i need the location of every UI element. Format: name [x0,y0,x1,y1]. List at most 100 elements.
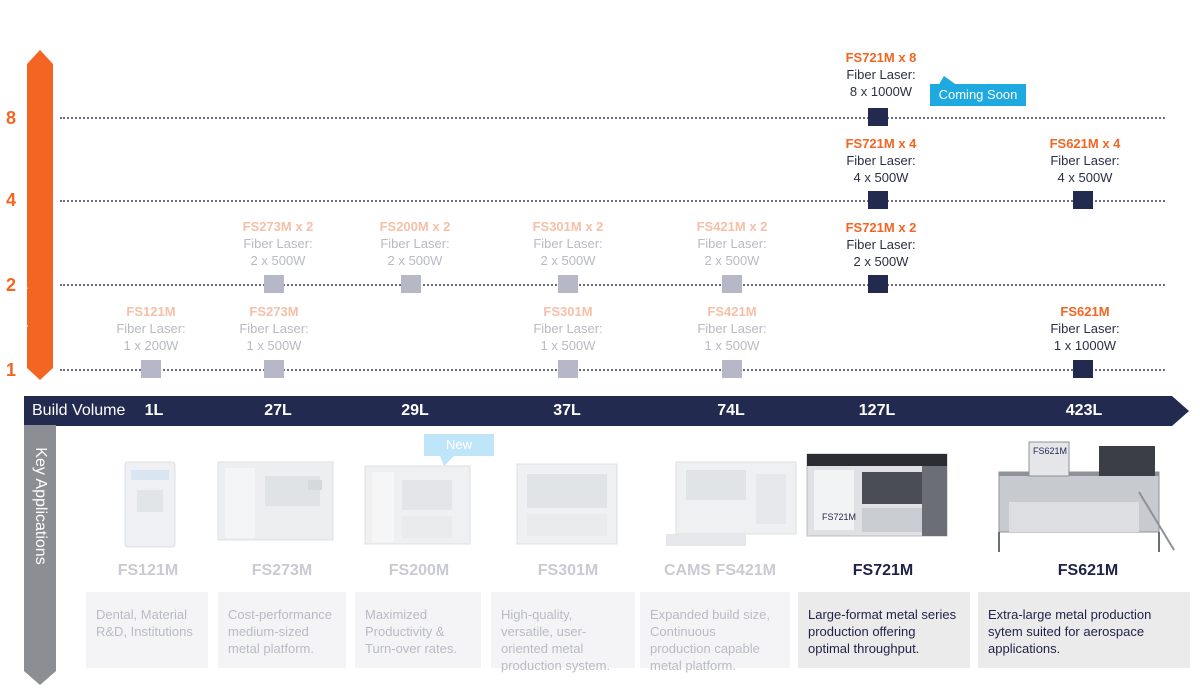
lasers-axis-arrow [27,50,53,380]
config-label: FS273M x 2 Fiber Laser: 2 x 500W [208,218,348,269]
build-volume-29l: 29L [401,402,429,419]
config-model: FS421M x 2 [696,219,768,234]
gridline-4 [60,200,1165,202]
product-name-fs621m: FS621M [1057,562,1119,579]
config-spec: Fiber Laser: [697,236,767,251]
config-model: FS121M [126,304,176,319]
config-spec: Fiber Laser: [533,321,603,336]
config-spec: 1 x 500W [540,338,596,353]
build-volume-title: Build Volume [32,402,126,419]
build-volume-37l: 37L [553,402,581,419]
product-name-cams-fs421m: CAMS FS421M [663,562,777,579]
config-label: FS301M Fiber Laser: 1 x 500W [498,303,638,354]
config-spec: Fiber Laser: [697,321,767,336]
config-spec: 2 x 500W [387,253,443,268]
config-spec: 1 x 1000W [1053,338,1117,353]
tick-2: 2 [5,275,16,295]
node-fs301m-x2 [558,275,578,293]
tick-1: 1 [5,360,16,380]
config-label: FS621M x 4 Fiber Laser: 4 x 500W [1015,135,1155,186]
product-desc-fs721m: Large-format metal series production off… [798,592,970,668]
config-model: FS301M [543,304,593,319]
key-applications-title: Key Applications [32,447,49,565]
product-name-fs301m: FS301M [537,562,599,579]
config-spec: 1 x 200W [123,338,179,353]
config-spec: Fiber Laser: [1050,321,1120,336]
config-spec: 2 x 500W [704,253,760,268]
config-label: FS721M x 8 Fiber Laser: 8 x 1000W [811,49,951,100]
fs621m-machine-image: FS621M [998,441,1175,552]
config-spec: 4 x 500W [1057,170,1113,185]
config-spec: Fiber Laser: [243,236,313,251]
product-name-fs121m: FS121M [117,562,179,579]
config-spec: 2 x 500W [250,253,306,268]
tick-8: 8 [5,108,16,128]
node-fs273m-x2 [264,275,284,293]
build-volume-423l: 423L [1065,402,1103,419]
gridline-8 [60,117,1165,119]
fs121m-machine-image [124,461,176,548]
node-fs301m [558,360,578,378]
config-label: FS421M Fiber Laser: 1 x 500W [662,303,802,354]
coming-soon-badge: Coming Soon [930,84,1026,106]
node-fs621m [1073,360,1093,378]
config-spec: Fiber Laser: [380,236,450,251]
product-name-fs200m: FS200M [388,562,450,579]
config-spec: 4 x 500W [853,170,909,185]
config-model: FS200M x 2 [379,219,451,234]
config-spec: 1 x 500W [704,338,760,353]
node-fs621m-x4 [1073,191,1093,209]
config-label: FS721M x 4 Fiber Laser: 4 x 500W [811,135,951,186]
config-spec: Fiber Laser: [846,237,916,252]
build-volume-27l: 27L [264,402,292,419]
config-label: FS301M x 2 Fiber Laser: 2 x 500W [498,218,638,269]
config-model: FS621M x 4 [1049,136,1121,151]
product-desc-fs301m: High-quality, versatile, user-oriented m… [491,592,635,673]
config-spec: 8 x 1000W [849,84,913,99]
config-label: FS721M x 2 Fiber Laser: 2 x 500W [811,219,951,270]
config-label: FS421M x 2 Fiber Laser: 2 x 500W [662,218,802,269]
config-spec: Fiber Laser: [533,236,603,251]
build-volume-74l: 74L [717,402,745,419]
config-spec: Fiber Laser: [1050,153,1120,168]
config-spec: Fiber Laser: [116,321,186,336]
config-model: FS421M [707,304,757,319]
config-label: FS621M Fiber Laser: 1 x 1000W [1015,303,1155,354]
new-badge: New [424,434,494,456]
product-desc-cams-fs421m: Expanded build size, Continuous producti… [640,592,790,673]
product-desc-fs200m: Maximized Productivity & Turn-over rates… [355,592,481,668]
config-model: FS721M x 8 [845,50,917,65]
gridline-2 [60,284,1165,286]
config-model: FS721M x 2 [845,220,917,235]
product-name-fs721m: FS721M [852,562,914,579]
node-fs421m [722,360,742,378]
gridline-1 [60,369,1165,371]
config-spec: 2 x 500W [540,253,596,268]
build-volume-1l: 1L [144,402,164,419]
config-label: FS121M Fiber Laser: 1 x 200W [81,303,221,354]
fs301m-machine-image [516,463,618,545]
node-fs721m-x2 [868,275,888,293]
config-spec: 1 x 500W [246,338,302,353]
new-badge-pointer [440,456,454,466]
node-fs200m-x2 [401,275,421,293]
config-spec: Fiber Laser: [846,153,916,168]
fs721m-machine-image: FS721M [806,453,948,537]
fs721m-machine-logo: FS721M [822,512,856,522]
node-fs421m-x2 [722,275,742,293]
config-spec: 2 x 500W [853,254,909,269]
config-model: FS721M x 4 [845,136,917,151]
product-desc-fs121m: Dental, Material R&D, Institutions [86,592,208,668]
fs200m-machine-image [364,465,471,545]
tick-4: 4 [5,190,16,210]
fs273m-machine-image [217,461,334,541]
config-model: FS273M x 2 [242,219,314,234]
config-model: FS301M x 2 [532,219,604,234]
config-spec: Fiber Laser: [239,321,309,336]
cams-fs421m-machine-image [666,461,797,546]
build-volume-arrow [24,396,1189,426]
product-name-fs273m: FS273M [251,562,313,579]
node-fs721m-x4 [868,191,888,209]
fs621m-machine-logo: FS621M [1033,446,1067,456]
node-fs273m [264,360,284,378]
